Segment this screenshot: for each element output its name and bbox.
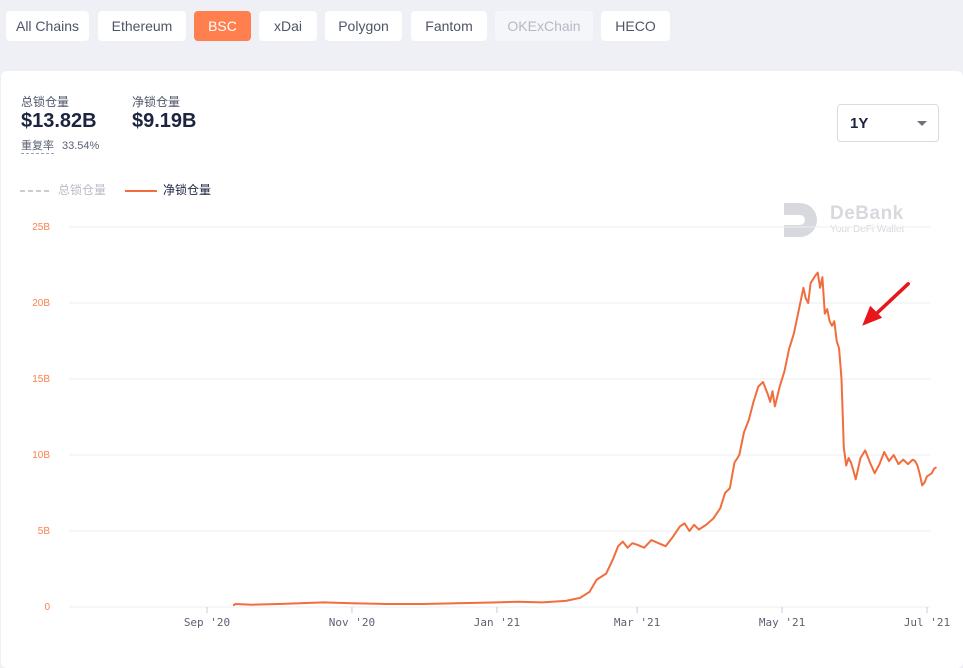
total-locked-label: 总锁仓量 — [21, 95, 70, 109]
legend-net-locked-label: 净锁仓量 — [163, 183, 212, 197]
legend-net-locked[interactable]: 净锁仓量 — [125, 183, 211, 197]
debank-logo-icon — [784, 203, 817, 237]
y-tick-label: 10B — [32, 450, 50, 461]
y-tick-label: 5B — [38, 526, 51, 537]
x-tick-label: Mar '21 — [614, 616, 660, 629]
legend-dashed-swatch — [20, 190, 52, 192]
tab-okexchain[interactable]: OKExChain — [495, 11, 593, 41]
watermark-title: DeBank — [830, 203, 904, 224]
tab-ethereum[interactable]: Ethereum — [98, 11, 186, 41]
x-tick-label: Jan '21 — [474, 616, 520, 629]
annotation-arrow-shaft — [874, 282, 910, 316]
y-tick-label: 15B — [32, 374, 50, 385]
overlap-ratio-value: 33.54% — [62, 140, 100, 152]
legend-total-locked-label: 总锁仓量 — [58, 183, 107, 197]
tab-polygon[interactable]: Polygon — [325, 11, 402, 41]
total-locked-value: $13.82B — [21, 110, 97, 132]
time-range-value: 1Y — [850, 115, 869, 132]
tvl-line-chart: 0 5B 10B 15B 20B 25B Sep '20 Nov '20 Jan '21 Mar … — [32, 222, 950, 629]
tab-xdai[interactable]: xDai — [259, 11, 317, 41]
chain-tabs: All Chains Ethereum BSC xDai Polygon Fan… — [0, 0, 963, 58]
annotation-arrow-head — [862, 305, 883, 326]
tab-fantom[interactable]: Fantom — [411, 11, 487, 41]
time-range-select[interactable]: 1Y — [837, 104, 939, 142]
tvl-card — [1, 71, 963, 668]
tab-bsc[interactable]: BSC — [194, 11, 251, 41]
legend-total-locked[interactable]: 总锁仓量 — [20, 183, 106, 197]
x-tick-label: Sep '20 — [184, 616, 230, 629]
x-tick-label: May '21 — [759, 616, 805, 629]
tab-heco[interactable]: HECO — [601, 11, 670, 41]
x-tick-label: Jul '21 — [904, 616, 950, 629]
watermark-subtitle: Your DeFi Wallet — [830, 224, 905, 235]
net-locked-value: $9.19B — [132, 110, 197, 132]
y-tick-label: 20B — [32, 298, 50, 309]
chevron-down-icon — [917, 121, 927, 126]
overlap-ratio-label[interactable]: 重复率 — [21, 140, 54, 154]
tab-all-chains[interactable]: All Chains — [6, 11, 89, 41]
legend-solid-swatch — [125, 189, 157, 192]
y-tick-label: 25B — [32, 222, 50, 233]
series-line-net-locked — [232, 271, 938, 607]
y-tick-label: 0 — [44, 602, 50, 613]
x-tick-label: Nov '20 — [329, 616, 375, 629]
net-locked-label: 净锁仓量 — [132, 95, 181, 109]
